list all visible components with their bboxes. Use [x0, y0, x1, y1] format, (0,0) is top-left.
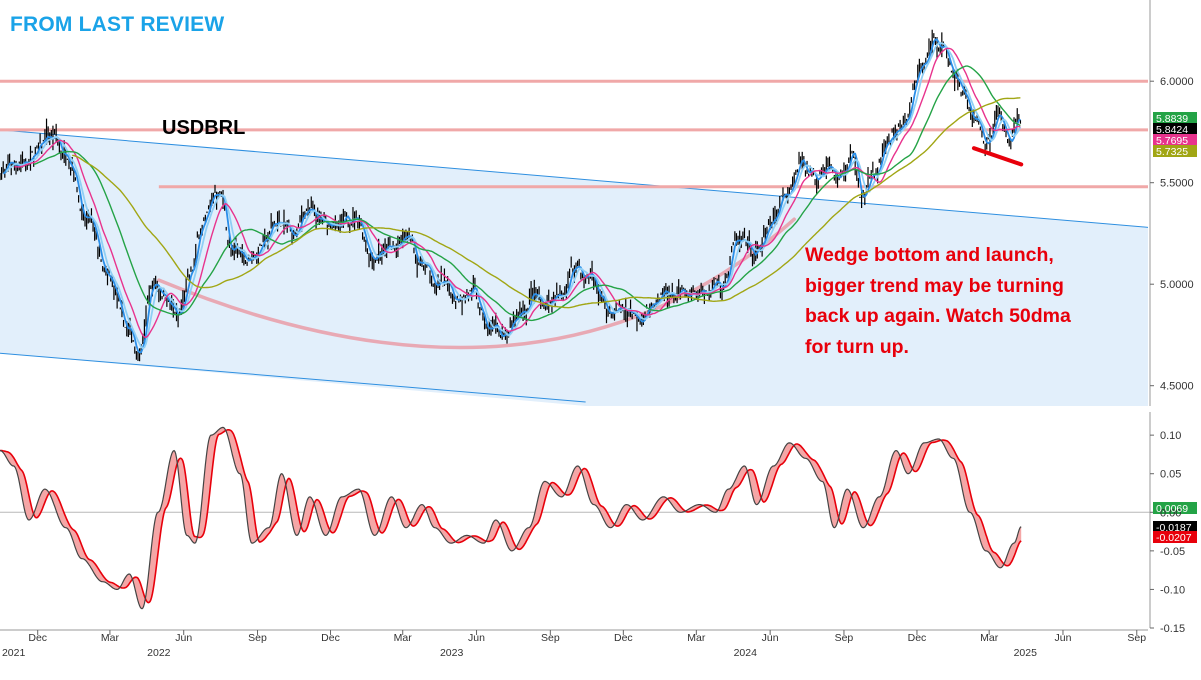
- moving-average-line: [33, 65, 1021, 322]
- moving-average-line: [14, 47, 1021, 339]
- oscillator-axis-label: -0.05: [1160, 546, 1185, 558]
- x-axis-month-label: Mar: [101, 632, 120, 644]
- last-value-text: 5.8424: [1156, 124, 1188, 136]
- x-axis-month-label: Jun: [468, 632, 485, 644]
- last-value-text: -0.0187: [1156, 522, 1192, 534]
- x-axis-month-label: Sep: [248, 632, 267, 644]
- x-axis-month-label: Mar: [394, 632, 413, 644]
- last-value-tag: [1153, 134, 1197, 146]
- annotation-note: Wedge bottom and launch, bigger trend ma…: [805, 240, 1165, 362]
- last-value-tag: [1153, 123, 1197, 135]
- annotation-line: back up again. Watch 50dma: [805, 305, 1071, 327]
- oscillator-axis-label: -0.10: [1160, 584, 1185, 596]
- annotation-line: for turn up.: [805, 335, 909, 358]
- oscillator-axis-label: 0.00: [1160, 507, 1181, 519]
- rounded-bottom-arc: [157, 217, 796, 350]
- price-panel: [0, 0, 1197, 407]
- wedge-channel-upper: [0, 129, 1149, 228]
- last-value-tag: [1153, 521, 1197, 533]
- last-value-text: 5.7695: [1156, 135, 1188, 147]
- x-axis: [0, 629, 1148, 635]
- last-value-text: 0.0069: [1156, 503, 1188, 515]
- oscillator-axis-label: 0.05: [1160, 469, 1181, 481]
- last-value-tag: [1153, 112, 1197, 124]
- wedge-trendline: [971, 146, 1024, 167]
- x-axis-month-label: Jun: [762, 632, 779, 644]
- oscillator-fill: [0, 427, 1022, 609]
- x-axis-month-label: Dec: [28, 632, 47, 644]
- x-axis-year-label: 2022: [147, 647, 171, 659]
- x-axis-month-label: Mar: [980, 632, 999, 644]
- last-value-tag: [1153, 531, 1197, 543]
- annotation-line: Wedge bottom and launch,: [805, 244, 1054, 266]
- oscillator-axis-label: 0.10: [1160, 430, 1181, 442]
- oscillator-axis-label: -0.15: [1160, 623, 1185, 635]
- x-axis-month-label: Jun: [1054, 632, 1071, 644]
- x-axis-month-label: Sep: [541, 632, 560, 644]
- price-axis-label: 6.0000: [1160, 76, 1194, 88]
- last-value-tag: [1153, 502, 1197, 514]
- x-axis-month-label: Jun: [175, 632, 192, 644]
- annotation-line: bigger trend may be turning: [805, 274, 1064, 297]
- wedge-channel-lower: [0, 352, 586, 403]
- last-value-text: 5.7325: [1156, 146, 1188, 158]
- x-axis-month-label: Sep: [835, 632, 854, 644]
- x-axis-month-label: Mar: [687, 632, 706, 644]
- price-axis-label: 4.5000: [1160, 381, 1194, 393]
- x-axis-year-label: 2023: [440, 647, 464, 659]
- last-value-text: -0.0207: [1156, 532, 1192, 544]
- x-axis-month-label: Dec: [614, 632, 633, 644]
- oscillator-line: [0, 426, 1022, 610]
- x-axis-month-label: Dec: [321, 632, 340, 644]
- page-title: FROM LAST REVIEW: [10, 13, 225, 36]
- x-axis-year-label: 2021: [2, 647, 26, 659]
- last-value-tag: [1153, 145, 1197, 157]
- x-axis-month-label: Sep: [1127, 632, 1146, 644]
- x-axis-year-label: 2024: [734, 647, 758, 659]
- signal-line: [0, 428, 1022, 604]
- last-value-text: 5.8839: [1156, 113, 1188, 125]
- x-axis-month-label: Dec: [908, 632, 927, 644]
- instrument-label: USDBRL: [162, 117, 246, 139]
- moving-average-line: [72, 97, 1021, 309]
- price-axis-label: 5.5000: [1160, 178, 1194, 190]
- oscillator-panel: [0, 412, 1197, 629]
- price-axis-label: 5.0000: [1160, 279, 1194, 291]
- x-axis-year-label: 2025: [1014, 647, 1038, 659]
